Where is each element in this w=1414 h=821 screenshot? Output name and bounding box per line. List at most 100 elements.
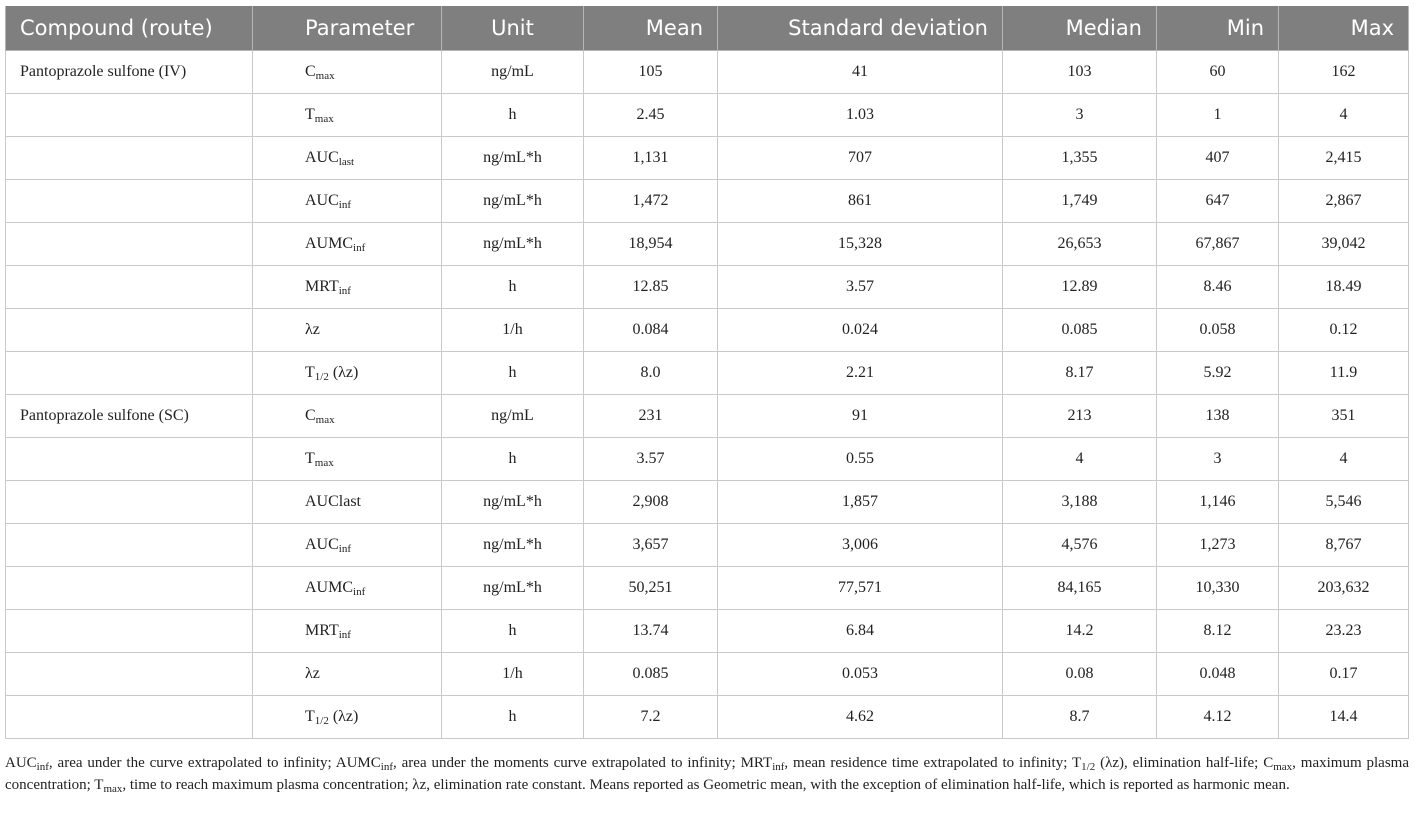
unit-cell: 1/h — [441, 652, 584, 696]
header-row: Compound (route) Parameter Unit Mean Sta… — [5, 6, 1409, 51]
parameter-subscript: max — [314, 113, 334, 125]
parameter-cell: Tmax — [252, 93, 442, 137]
header-parameter: Parameter — [252, 6, 442, 51]
parameter-base: MRT — [305, 622, 339, 639]
parameter-suffix: (λz) — [328, 364, 359, 381]
unit-cell: ng/mL — [441, 50, 584, 94]
footnote-subscript: max — [1273, 761, 1293, 773]
footnote-subscript: inf — [36, 761, 49, 773]
unit-cell: ng/mL*h — [441, 480, 584, 524]
min-cell: 67,867 — [1156, 222, 1279, 266]
table-row: T1/2 (λz) h 7.2 4.62 8.7 4.12 14.4 — [5, 695, 1409, 739]
parameter-base: T — [305, 450, 315, 467]
footnote-text: , area under the curve extrapolated to i… — [48, 755, 381, 771]
median-cell: 84,165 — [1002, 566, 1157, 610]
parameter-subscript: inf — [338, 285, 351, 297]
parameter-base: C — [305, 407, 316, 424]
mean-cell: 50,251 — [583, 566, 718, 610]
compound-cell — [5, 523, 253, 567]
compound-cell — [5, 695, 253, 739]
mean-cell: 105 — [583, 50, 718, 94]
footnote-text: , maximum plasma concentration; T — [5, 755, 1409, 793]
mean-cell: 2,908 — [583, 480, 718, 524]
sd-cell: 91 — [717, 394, 1003, 438]
compound-cell — [5, 136, 253, 180]
mean-cell: 0.084 — [583, 308, 718, 352]
parameter-base: AUC — [305, 192, 339, 209]
median-cell: 14.2 — [1002, 609, 1157, 653]
parameter-cell: AUMCinf — [252, 566, 442, 610]
parameter-subscript: inf — [353, 586, 366, 598]
table-row: AUMCinf ng/mL*h 50,251 77,571 84,165 10,330 20… — [5, 566, 1409, 610]
median-cell: 4 — [1002, 437, 1157, 481]
header-mean: Mean — [583, 6, 718, 51]
max-cell: 2,415 — [1278, 136, 1409, 180]
mean-cell: 8.0 — [583, 351, 718, 395]
header-standard-deviation: Standard deviation — [717, 6, 1003, 51]
pk-table: Compound (route) Parameter Unit Mean Sta… — [5, 6, 1409, 739]
min-cell: 3 — [1156, 437, 1279, 481]
max-cell: 4 — [1278, 437, 1409, 481]
sd-cell: 2.21 — [717, 351, 1003, 395]
median-cell: 1,355 — [1002, 136, 1157, 180]
unit-cell: ng/mL*h — [441, 179, 584, 223]
unit-cell: h — [441, 93, 584, 137]
compound-cell — [5, 222, 253, 266]
table-row: λz 1/h 0.085 0.053 0.08 0.048 0.17 — [5, 652, 1409, 696]
min-cell: 1 — [1156, 93, 1279, 137]
min-cell: 1,273 — [1156, 523, 1279, 567]
max-cell: 8,767 — [1278, 523, 1409, 567]
parameter-cell: MRTinf — [252, 265, 442, 309]
mean-cell: 2.45 — [583, 93, 718, 137]
sd-cell: 41 — [717, 50, 1003, 94]
max-cell: 0.12 — [1278, 308, 1409, 352]
mean-cell: 7.2 — [583, 695, 718, 739]
table-body: Pantoprazole sulfone (IV) Cmax ng/mL 105 41 1… — [5, 50, 1409, 739]
footnote-subscript: 1/2 — [1081, 761, 1096, 773]
parameter-cell: AUClast — [252, 480, 442, 524]
sd-cell: 6.84 — [717, 609, 1003, 653]
unit-cell: h — [441, 351, 584, 395]
parameter-cell: λz — [252, 308, 442, 352]
footnote-text: (λz), elimination half-life; C — [1095, 755, 1274, 771]
compound-cell: Pantoprazole sulfone (SC) — [5, 394, 253, 438]
median-cell: 213 — [1002, 394, 1157, 438]
parameter-subscript: inf — [338, 543, 352, 555]
min-cell: 0.048 — [1156, 652, 1279, 696]
parameter-base: AUClast — [305, 493, 361, 510]
max-cell: 11.9 — [1278, 351, 1409, 395]
min-cell: 8.12 — [1156, 609, 1279, 653]
table-row: Tmax h 2.45 1.03 3 1 4 — [5, 93, 1409, 137]
parameter-suffix: (λz) — [328, 708, 359, 725]
parameter-base: λz — [305, 321, 320, 338]
parameter-base: AUMC — [305, 579, 354, 596]
sd-cell: 3,006 — [717, 523, 1003, 567]
parameter-subscript: max — [314, 457, 334, 469]
parameter-cell: Cmax — [252, 50, 442, 94]
parameter-subscript: 1/2 — [314, 371, 329, 383]
max-cell: 14.4 — [1278, 695, 1409, 739]
header-median: Median — [1002, 6, 1157, 51]
parameter-cell: Tmax — [252, 437, 442, 481]
parameter-subscript: inf — [338, 629, 351, 641]
parameter-cell: AUCinf — [252, 523, 442, 567]
table-row: MRTinf h 12.85 3.57 12.89 8.46 18.49 — [5, 265, 1409, 309]
table-footnote: AUCinf, area under the curve extrapolate… — [5, 752, 1409, 796]
min-cell: 5.92 — [1156, 351, 1279, 395]
median-cell: 1,749 — [1002, 179, 1157, 223]
median-cell: 3 — [1002, 93, 1157, 137]
min-cell: 10,330 — [1156, 566, 1279, 610]
sd-cell: 77,571 — [717, 566, 1003, 610]
parameter-subscript: inf — [353, 242, 366, 254]
footnote-text: , area under the moments curve extrapola… — [393, 755, 773, 771]
compound-cell: Pantoprazole sulfone (IV) — [5, 50, 253, 94]
table-row: Pantoprazole sulfone (SC) Cmax ng/mL 231 91 2… — [5, 394, 1409, 438]
median-cell: 8.17 — [1002, 351, 1157, 395]
parameter-base: T — [305, 708, 315, 725]
parameter-subscript: inf — [338, 199, 352, 211]
min-cell: 8.46 — [1156, 265, 1279, 309]
unit-cell: ng/mL — [441, 394, 584, 438]
footnote-text: AUC — [5, 755, 37, 771]
min-cell: 4.12 — [1156, 695, 1279, 739]
mean-cell: 0.085 — [583, 652, 718, 696]
